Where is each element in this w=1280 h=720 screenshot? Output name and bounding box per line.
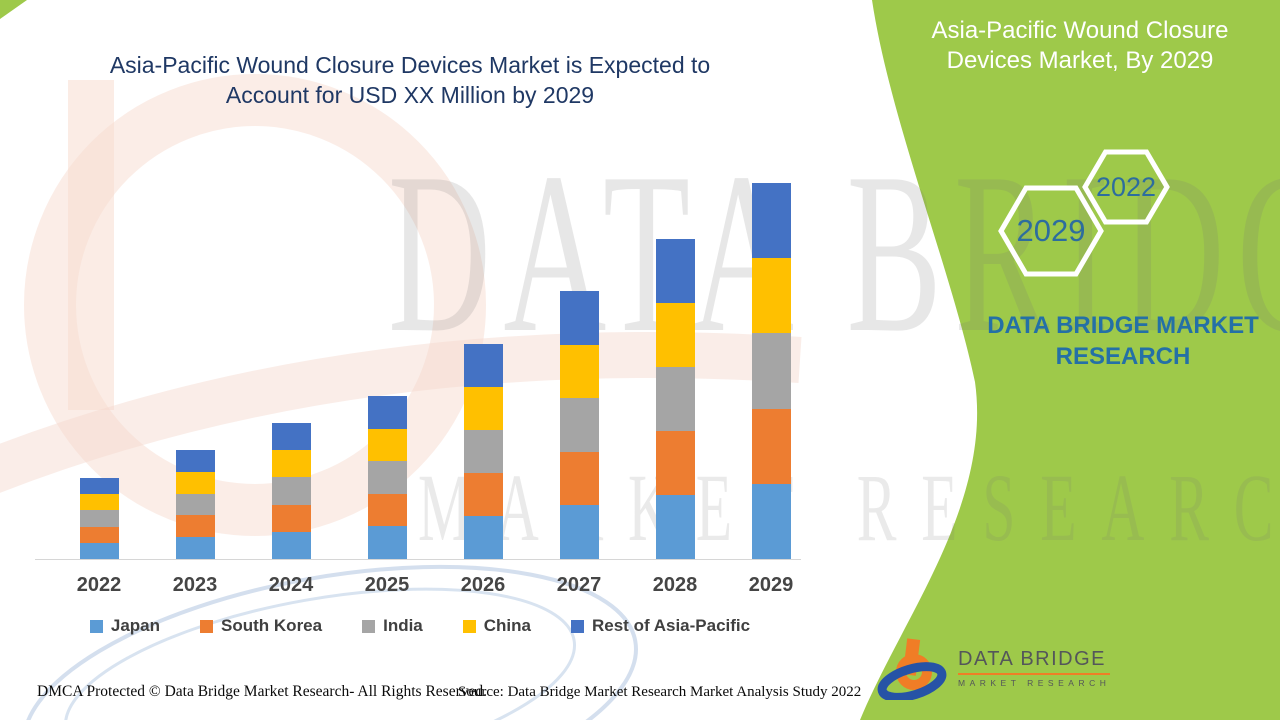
bar-segment-china-2026 xyxy=(463,387,503,430)
watermark-b-bowl xyxy=(24,74,486,536)
logo-swoosh xyxy=(877,662,947,700)
corner-accent-triangle xyxy=(0,0,27,19)
bar-segment-rest-of-asia-pacific-2029 xyxy=(751,183,791,259)
bar-segment-japan-2026 xyxy=(463,516,503,559)
watermark-swoosh-outer xyxy=(22,564,638,720)
legend-label: China xyxy=(483,616,531,635)
bar-segment-rest-of-asia-pacific-2024 xyxy=(271,423,311,451)
bar-column-2024 xyxy=(243,169,339,559)
chart-legend: Japan South Korea India China Rest of Asia-P… xyxy=(35,616,805,636)
chart-title: Asia-Pacific Wound Closure Devices Marke… xyxy=(109,52,711,109)
legend-item-india: India xyxy=(362,616,423,636)
hexagon-2029-label: 2029 xyxy=(1016,213,1086,248)
bar-column-2022 xyxy=(51,169,147,559)
bar-chart-plot xyxy=(51,169,819,559)
bar-segment-india-2024 xyxy=(271,477,311,505)
bar-segment-japan-2025 xyxy=(367,526,407,559)
x-axis-line xyxy=(35,559,801,560)
legend-label: Japan xyxy=(110,616,161,635)
bar-segment-china-2029 xyxy=(751,258,791,334)
bar-segment-china-2023 xyxy=(175,471,215,494)
x-axis-label-2024: 2024 xyxy=(268,574,314,596)
hexagon-2022-label: 2022 xyxy=(1095,171,1157,202)
bar-segment-china-2022 xyxy=(79,494,119,511)
x-axis-label-2026: 2026 xyxy=(460,574,506,596)
bar-segment-china-2027 xyxy=(559,344,599,399)
bar-segment-south-korea-2025 xyxy=(367,493,407,527)
bar-segment-japan-2029 xyxy=(751,483,791,559)
bar-segment-south-korea-2029 xyxy=(751,408,791,484)
legend-swatch-icon xyxy=(362,619,376,633)
bar-segment-rest-of-asia-pacific-2023 xyxy=(175,450,215,472)
hexagon-2022 xyxy=(1082,149,1170,225)
legend-swatch-icon xyxy=(462,619,476,633)
bar-column-2029 xyxy=(723,169,819,559)
bar-segment-rest-of-asia-pacific-2022 xyxy=(79,478,119,495)
bar-segment-india-2029 xyxy=(751,333,791,409)
dbmr-logo-icon xyxy=(877,638,947,700)
dbmr-logo-text: DATA BRIDGE MARKET RESEARCH xyxy=(958,648,1111,688)
bar-segment-india-2023 xyxy=(175,493,215,516)
bar-segment-india-2022 xyxy=(79,510,119,527)
legend-swatch-icon xyxy=(200,619,214,633)
bar-column-2023 xyxy=(147,169,243,559)
brand-wordmark: DATA BRIDGE MARKET RESEARCH xyxy=(987,312,1259,371)
legend-label: South Korea xyxy=(221,616,323,635)
bar-segment-japan-2024 xyxy=(271,531,311,559)
bar-segment-japan-2027 xyxy=(559,505,599,559)
bar-segment-china-2024 xyxy=(271,450,311,478)
x-axis-labels: 2022 2023 2024 2025 2026 2027 2028 2029 xyxy=(51,574,819,597)
hexagon-2029 xyxy=(998,185,1104,277)
bar-segment-south-korea-2024 xyxy=(271,504,311,532)
bar-segment-rest-of-asia-pacific-2028 xyxy=(655,239,695,303)
x-axis-label-2027: 2027 xyxy=(556,574,602,596)
bar-segment-south-korea-2027 xyxy=(559,451,599,506)
dbmr-logo: DATA BRIDGE MARKET RESEARCH xyxy=(876,636,1111,700)
legend-item-china: China xyxy=(462,616,531,636)
bar-column-2028 xyxy=(627,169,723,559)
bar-segment-south-korea-2023 xyxy=(175,515,215,538)
bar-segment-japan-2028 xyxy=(655,495,695,559)
right-panel-title: Asia-Pacific Wound Closure Devices Marke… xyxy=(931,17,1229,74)
bar-column-2027 xyxy=(531,169,627,559)
bar-segment-india-2028 xyxy=(655,367,695,431)
bar-segment-india-2025 xyxy=(367,461,407,494)
bar-segment-rest-of-asia-pacific-2027 xyxy=(559,291,599,345)
legend-item-rest-of-asia-pacific: Rest of Asia-Pacific xyxy=(571,616,750,636)
bar-column-2026 xyxy=(435,169,531,559)
legend-swatch-icon xyxy=(571,619,584,633)
legend-swatch-icon xyxy=(89,619,103,633)
logo-line2: MARKET RESEARCH xyxy=(958,678,1111,688)
legend-item-south-korea: South Korea xyxy=(200,616,322,636)
x-axis-label-2025: 2025 xyxy=(364,574,410,596)
bar-segment-japan-2022 xyxy=(79,542,119,559)
x-axis-label-2029: 2029 xyxy=(748,574,794,596)
bar-segment-japan-2023 xyxy=(175,537,215,559)
bar-segment-china-2025 xyxy=(367,428,407,462)
x-axis-label-2023: 2023 xyxy=(172,574,218,596)
bar-column-2025 xyxy=(339,169,435,559)
bar-segment-south-korea-2028 xyxy=(655,431,695,495)
legend-label: India xyxy=(383,616,423,635)
bar-segment-south-korea-2022 xyxy=(79,526,119,543)
source-text: Source: Data Bridge Market Research Mark… xyxy=(458,684,862,700)
watermark-swoosh-inner xyxy=(63,587,577,720)
bar-segment-rest-of-asia-pacific-2025 xyxy=(367,396,407,429)
bar-segment-india-2026 xyxy=(463,430,503,473)
dmca-text: DMCA Protected © Data Bridge Market Rese… xyxy=(37,683,487,700)
x-axis-label-2022: 2022 xyxy=(76,574,122,596)
bar-segment-south-korea-2026 xyxy=(463,473,503,516)
x-axis-label-2028: 2028 xyxy=(652,574,698,596)
bar-segment-rest-of-asia-pacific-2026 xyxy=(463,344,503,387)
logo-line1: DATA BRIDGE xyxy=(958,648,1107,670)
bar-segment-china-2028 xyxy=(655,303,695,367)
logo-divider xyxy=(958,673,1111,675)
legend-item-japan: Japan xyxy=(89,616,161,636)
legend-label: Rest of Asia-Pacific xyxy=(592,616,751,635)
bar-segment-india-2027 xyxy=(559,398,599,452)
